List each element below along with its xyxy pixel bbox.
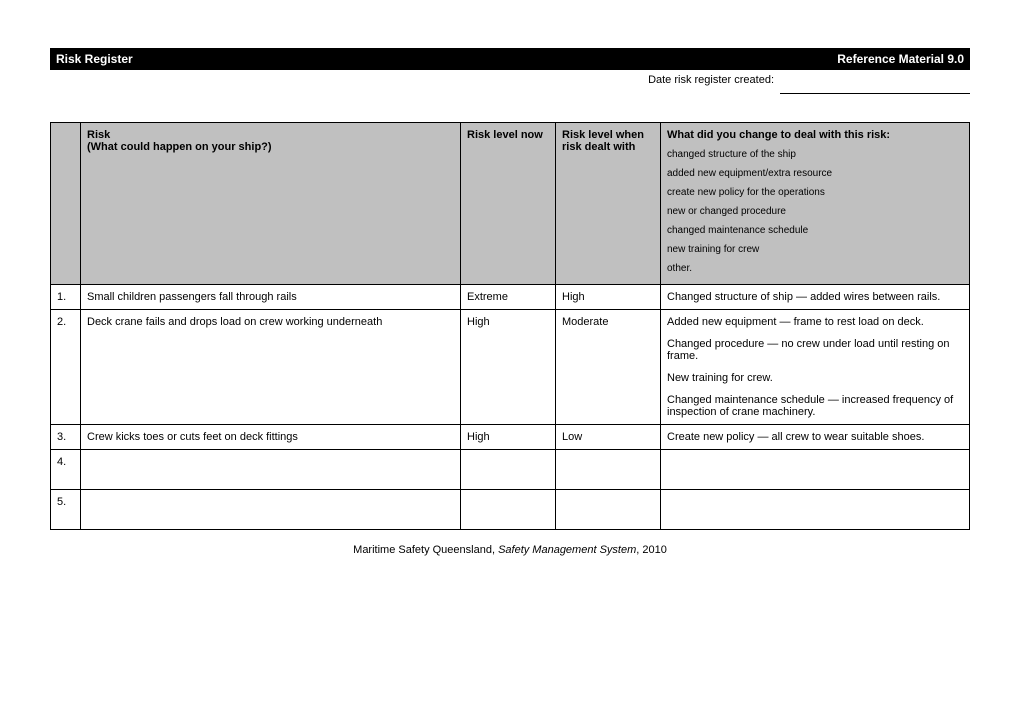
cell-level-dealt: Low [556,425,661,450]
table-row: 4. [51,450,970,490]
header-level-dealt: Risk level when risk dealt with [556,123,661,285]
table-row: 1.Small children passengers fall through… [51,285,970,310]
cell-changes [661,450,970,490]
cell-level-now: High [461,310,556,425]
cell-risk [81,490,461,530]
change-paragraph: Create new policy — all crew to wear sui… [667,431,963,443]
header-change-item: added new equipment/extra resource [667,164,963,183]
header-change-item: other. [667,259,963,278]
table-row: 2.Deck crane fails and drops load on cre… [51,310,970,425]
header-change-item: new training for crew [667,240,963,259]
cell-level-now: Extreme [461,285,556,310]
title-left: Risk Register [56,52,133,66]
footer-year: , 2010 [636,544,667,556]
cell-level-dealt: High [556,285,661,310]
cell-level-now [461,490,556,530]
header-change-item: new or changed procedure [667,202,963,221]
table-row: 5. [51,490,970,530]
cell-changes [661,490,970,530]
change-paragraph: Changed maintenance schedule — increased… [667,394,963,418]
risk-table: Risk (What could happen on your ship?) R… [50,122,970,530]
change-paragraph: Changed procedure — no crew under load u… [667,338,963,362]
footer-doc: Safety Management System [498,544,636,556]
cell-num: 3. [51,425,81,450]
cell-level-dealt: Moderate [556,310,661,425]
cell-changes: Added new equipment — frame to rest load… [661,310,970,425]
header-change-item: changed structure of the ship [667,145,963,164]
cell-level-now: High [461,425,556,450]
cell-level-now [461,450,556,490]
title-bar: Risk Register Reference Material 9.0 [50,48,970,70]
cell-num: 2. [51,310,81,425]
header-risk: Risk (What could happen on your ship?) [81,123,461,285]
cell-level-dealt [556,490,661,530]
change-paragraph: Changed structure of ship — added wires … [667,291,963,303]
title-right: Reference Material 9.0 [837,52,964,66]
cell-num: 5. [51,490,81,530]
header-change-title: What did you change to deal with this ri… [667,129,963,141]
cell-num: 4. [51,450,81,490]
cell-risk [81,450,461,490]
header-change-items: changed structure of the shipadded new e… [667,141,963,278]
cell-level-dealt [556,450,661,490]
date-row: Date risk register created: [50,74,970,94]
footer: Maritime Safety Queensland, Safety Manag… [50,544,970,556]
date-label: Date risk register created: [520,74,780,86]
header-level-now: Risk level now [461,123,556,285]
change-paragraph: Added new equipment — frame to rest load… [667,316,963,328]
header-change-item: create new policy for the operations [667,183,963,202]
cell-risk: Small children passengers fall through r… [81,285,461,310]
cell-risk: Crew kicks toes or cuts feet on deck fit… [81,425,461,450]
table-row: 3.Crew kicks toes or cuts feet on deck f… [51,425,970,450]
table-body: 1.Small children passengers fall through… [51,285,970,530]
change-paragraph: New training for crew. [667,372,963,384]
header-change: What did you change to deal with this ri… [661,123,970,285]
footer-org: Maritime Safety Queensland, [353,544,498,556]
header-risk-sub: (What could happen on your ship?) [87,141,454,153]
header-num [51,123,81,285]
table-header-row: Risk (What could happen on your ship?) R… [51,123,970,285]
cell-changes: Changed structure of ship — added wires … [661,285,970,310]
cell-changes: Create new policy — all crew to wear sui… [661,425,970,450]
header-risk-title: Risk [87,129,454,141]
cell-num: 1. [51,285,81,310]
cell-risk: Deck crane fails and drops load on crew … [81,310,461,425]
date-field[interactable] [780,74,970,94]
header-change-item: changed maintenance schedule [667,221,963,240]
